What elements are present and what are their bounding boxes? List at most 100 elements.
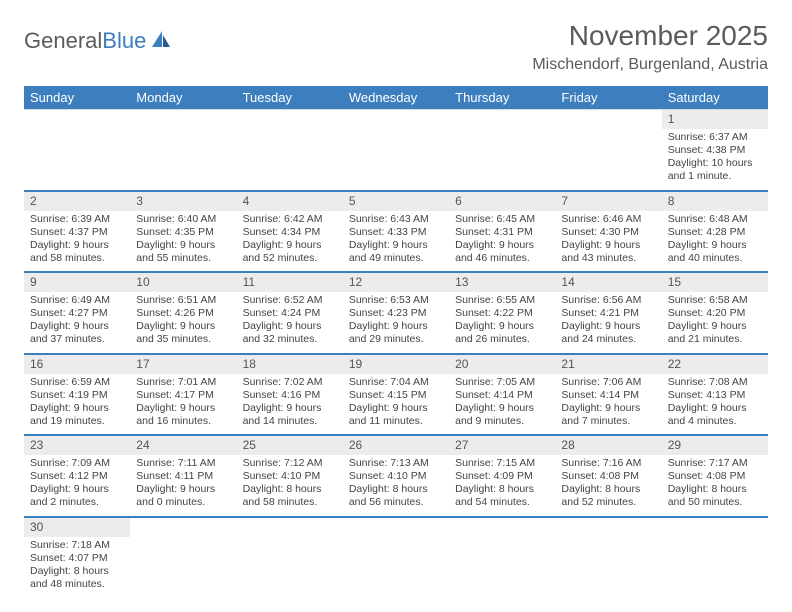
logo-text-1: General xyxy=(24,28,102,53)
day-number-cell xyxy=(130,517,236,537)
sunset-text: Sunset: 4:22 PM xyxy=(455,307,549,320)
daylight-text: Daylight: 9 hours and 58 minutes. xyxy=(30,239,124,265)
day-number-cell: 16 xyxy=(24,354,130,374)
title-block: November 2025 Mischendorf, Burgenland, A… xyxy=(532,20,768,74)
sunrise-text: Sunrise: 7:17 AM xyxy=(668,457,762,470)
day-number-cell: 11 xyxy=(237,272,343,292)
daylight-text: Daylight: 9 hours and 2 minutes. xyxy=(30,483,124,509)
day-number-cell xyxy=(237,517,343,537)
sunset-text: Sunset: 4:10 PM xyxy=(243,470,337,483)
day-content-cell: Sunrise: 6:46 AMSunset: 4:30 PMDaylight:… xyxy=(555,211,661,273)
logo-text-2: Blue xyxy=(102,28,146,53)
sunset-text: Sunset: 4:17 PM xyxy=(136,389,230,402)
day-number-cell: 8 xyxy=(662,191,768,211)
sunrise-text: Sunrise: 6:56 AM xyxy=(561,294,655,307)
sunset-text: Sunset: 4:31 PM xyxy=(455,226,549,239)
day-content-cell xyxy=(130,129,236,191)
day-number-cell: 18 xyxy=(237,354,343,374)
sunrise-text: Sunrise: 6:49 AM xyxy=(30,294,124,307)
sunset-text: Sunset: 4:19 PM xyxy=(30,389,124,402)
day-number-cell: 27 xyxy=(449,435,555,455)
day-content-cell: Sunrise: 7:12 AMSunset: 4:10 PMDaylight:… xyxy=(237,455,343,517)
weekday-header-row: SundayMondayTuesdayWednesdayThursdayFrid… xyxy=(24,86,768,110)
day-content-cell xyxy=(24,129,130,191)
daylight-text: Daylight: 9 hours and 0 minutes. xyxy=(136,483,230,509)
sunrise-text: Sunrise: 6:52 AM xyxy=(243,294,337,307)
sunrise-text: Sunrise: 7:12 AM xyxy=(243,457,337,470)
day-number-cell xyxy=(449,517,555,537)
day-content-cell xyxy=(555,537,661,598)
sunrise-text: Sunrise: 7:05 AM xyxy=(455,376,549,389)
day-content-row: Sunrise: 6:59 AMSunset: 4:19 PMDaylight:… xyxy=(24,374,768,436)
day-number-cell: 14 xyxy=(555,272,661,292)
day-content-cell: Sunrise: 7:05 AMSunset: 4:14 PMDaylight:… xyxy=(449,374,555,436)
sunrise-text: Sunrise: 6:58 AM xyxy=(668,294,762,307)
sunset-text: Sunset: 4:12 PM xyxy=(30,470,124,483)
sunset-text: Sunset: 4:08 PM xyxy=(561,470,655,483)
day-content-cell: Sunrise: 6:43 AMSunset: 4:33 PMDaylight:… xyxy=(343,211,449,273)
day-content-row: Sunrise: 7:09 AMSunset: 4:12 PMDaylight:… xyxy=(24,455,768,517)
day-content-cell: Sunrise: 6:39 AMSunset: 4:37 PMDaylight:… xyxy=(24,211,130,273)
daylight-text: Daylight: 9 hours and 7 minutes. xyxy=(561,402,655,428)
sunset-text: Sunset: 4:38 PM xyxy=(668,144,762,157)
day-content-cell xyxy=(449,537,555,598)
sunset-text: Sunset: 4:24 PM xyxy=(243,307,337,320)
sunset-text: Sunset: 4:14 PM xyxy=(455,389,549,402)
sunrise-text: Sunrise: 6:40 AM xyxy=(136,213,230,226)
day-content-cell: Sunrise: 7:02 AMSunset: 4:16 PMDaylight:… xyxy=(237,374,343,436)
day-number-cell: 24 xyxy=(130,435,236,455)
sunrise-text: Sunrise: 7:04 AM xyxy=(349,376,443,389)
day-content-cell: Sunrise: 6:49 AMSunset: 4:27 PMDaylight:… xyxy=(24,292,130,354)
month-title: November 2025 xyxy=(532,20,768,52)
day-number-cell: 21 xyxy=(555,354,661,374)
day-content-cell xyxy=(130,537,236,598)
day-number-cell: 23 xyxy=(24,435,130,455)
day-content-cell: Sunrise: 6:59 AMSunset: 4:19 PMDaylight:… xyxy=(24,374,130,436)
day-content-cell: Sunrise: 7:06 AMSunset: 4:14 PMDaylight:… xyxy=(555,374,661,436)
sunrise-text: Sunrise: 7:16 AM xyxy=(561,457,655,470)
daylight-text: Daylight: 9 hours and 49 minutes. xyxy=(349,239,443,265)
sunrise-text: Sunrise: 6:48 AM xyxy=(668,213,762,226)
sunset-text: Sunset: 4:11 PM xyxy=(136,470,230,483)
sunrise-text: Sunrise: 6:53 AM xyxy=(349,294,443,307)
sunrise-text: Sunrise: 6:43 AM xyxy=(349,213,443,226)
calendar-table: SundayMondayTuesdayWednesdayThursdayFrid… xyxy=(24,86,768,597)
sunrise-text: Sunrise: 7:13 AM xyxy=(349,457,443,470)
daylight-text: Daylight: 9 hours and 24 minutes. xyxy=(561,320,655,346)
day-content-cell: Sunrise: 6:51 AMSunset: 4:26 PMDaylight:… xyxy=(130,292,236,354)
day-number-cell: 5 xyxy=(343,191,449,211)
day-number-row: 2345678 xyxy=(24,191,768,211)
weekday-header: Monday xyxy=(130,86,236,110)
sunset-text: Sunset: 4:33 PM xyxy=(349,226,443,239)
day-content-row: Sunrise: 7:18 AMSunset: 4:07 PMDaylight:… xyxy=(24,537,768,598)
day-number-cell xyxy=(662,517,768,537)
day-number-row: 16171819202122 xyxy=(24,354,768,374)
sunrise-text: Sunrise: 6:45 AM xyxy=(455,213,549,226)
day-content-cell: Sunrise: 6:37 AMSunset: 4:38 PMDaylight:… xyxy=(662,129,768,191)
sunrise-text: Sunrise: 6:59 AM xyxy=(30,376,124,389)
sunrise-text: Sunrise: 6:46 AM xyxy=(561,213,655,226)
daylight-text: Daylight: 9 hours and 29 minutes. xyxy=(349,320,443,346)
daylight-text: Daylight: 9 hours and 19 minutes. xyxy=(30,402,124,428)
day-number-cell xyxy=(555,517,661,537)
day-number-cell: 15 xyxy=(662,272,768,292)
weekday-header: Sunday xyxy=(24,86,130,110)
day-content-cell xyxy=(237,537,343,598)
day-number-cell: 7 xyxy=(555,191,661,211)
sunset-text: Sunset: 4:08 PM xyxy=(668,470,762,483)
header: GeneralBlue November 2025 Mischendorf, B… xyxy=(24,20,768,74)
daylight-text: Daylight: 9 hours and 40 minutes. xyxy=(668,239,762,265)
day-content-cell: Sunrise: 6:58 AMSunset: 4:20 PMDaylight:… xyxy=(662,292,768,354)
day-content-cell: Sunrise: 6:40 AMSunset: 4:35 PMDaylight:… xyxy=(130,211,236,273)
day-content-cell: Sunrise: 6:53 AMSunset: 4:23 PMDaylight:… xyxy=(343,292,449,354)
daylight-text: Daylight: 9 hours and 9 minutes. xyxy=(455,402,549,428)
sunrise-text: Sunrise: 6:51 AM xyxy=(136,294,230,307)
day-content-cell: Sunrise: 6:48 AMSunset: 4:28 PMDaylight:… xyxy=(662,211,768,273)
day-number-cell: 20 xyxy=(449,354,555,374)
day-number-cell: 12 xyxy=(343,272,449,292)
weekday-header: Tuesday xyxy=(237,86,343,110)
daylight-text: Daylight: 9 hours and 37 minutes. xyxy=(30,320,124,346)
sunrise-text: Sunrise: 6:37 AM xyxy=(668,131,762,144)
day-number-row: 30 xyxy=(24,517,768,537)
daylight-text: Daylight: 9 hours and 14 minutes. xyxy=(243,402,337,428)
